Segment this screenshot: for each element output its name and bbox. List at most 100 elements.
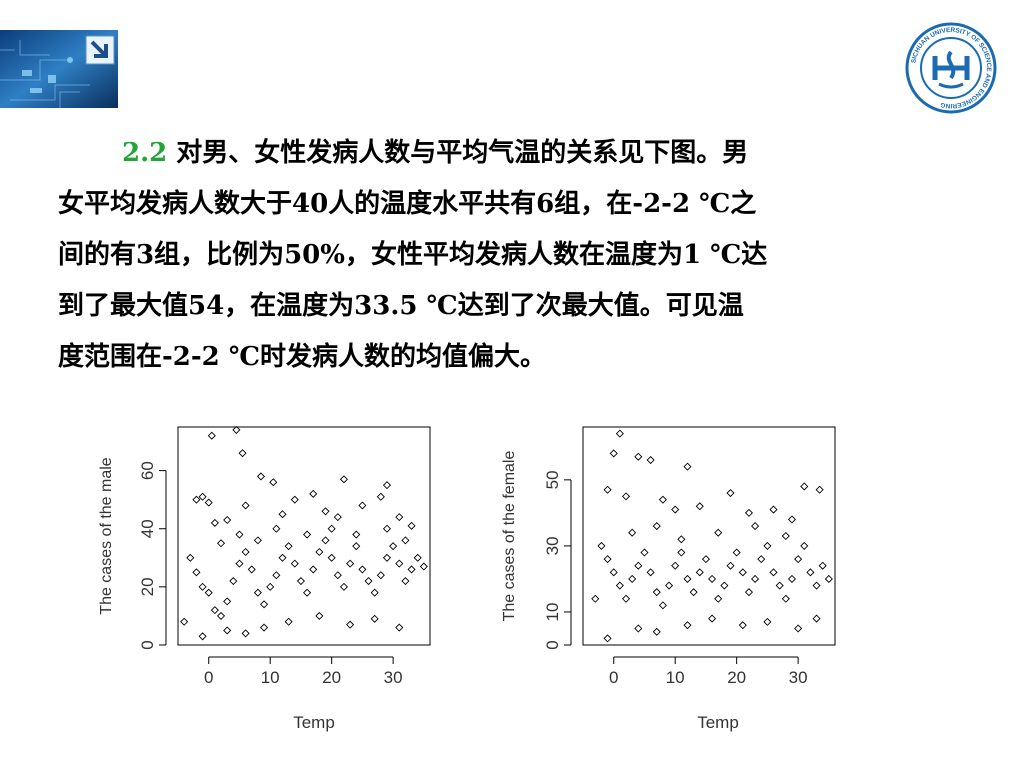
x-axis-label: Temp [293,713,335,732]
x-tick-label: 30 [384,668,403,687]
data-point [180,617,189,626]
data-point [235,559,244,568]
data-point [389,542,398,551]
data-point [238,449,247,458]
data-point [376,492,385,501]
data-point [204,498,213,507]
data-point [303,530,312,539]
data-point [824,574,833,583]
data-point [339,475,348,484]
data-point [640,548,649,557]
data-point [634,624,643,633]
data-point [198,632,207,641]
data-point [787,574,797,583]
data-point [652,627,661,636]
data-point [395,623,404,632]
corner-circuit-image [0,30,118,108]
paragraph-line-2: 女平均发病人数大于40人的温度水平共有6组，在-2-2 ℃之 [58,189,757,219]
data-point [701,555,710,564]
data-point [591,594,600,603]
data-point [763,617,772,626]
data-point [315,611,324,620]
data-point [419,562,428,571]
y-tick-label: 0 [138,640,157,649]
data-point [671,505,680,514]
y-tick-label: 60 [138,461,157,480]
data-point [198,492,207,501]
data-point [720,581,729,590]
data-point [609,449,618,458]
data-point [321,507,330,516]
data-point [794,555,803,564]
data-point [658,495,667,504]
data-point [327,553,336,562]
plot-frame [582,426,836,646]
data-point [812,581,821,590]
data-point [628,528,637,537]
x-tick-label: 0 [204,668,213,687]
data-point [714,594,723,603]
data-point [395,513,404,522]
paragraph-line-3: 间的有3组，比例为50%，女性平均发病人数在温度为1 ℃达 [58,240,768,270]
data-point [192,495,201,504]
data-point [229,577,238,586]
data-point [800,541,809,550]
paragraph-line-1: 2.2 对男、女性发病人数与平均气温的关系见下图。男 [58,128,958,179]
university-seal-logo: SICHUAN UNIVERSITY OF SCIENCE AND ENGINE… [905,22,997,114]
y-tick-label: 10 [543,603,562,622]
data-point [216,539,226,548]
data-point [634,452,643,461]
data-point [738,568,747,577]
data-point [794,624,803,633]
data-point [769,505,778,514]
data-point [370,588,379,597]
data-point [186,553,195,562]
data-point [781,594,790,603]
data-point [603,485,612,494]
section-number: 2.2 [122,138,168,168]
y-axis-label: The cases of the female [501,451,518,622]
data-point [382,481,392,490]
x-tick-label: 10 [666,668,685,687]
x-tick-label: 0 [609,668,618,687]
data-point [708,614,717,623]
data-point [266,582,275,591]
data-point [278,510,287,519]
data-point [726,561,735,570]
x-tick-label: 10 [261,668,280,687]
data-point [376,571,385,580]
y-tick-label: 40 [138,519,157,538]
y-tick-label: 0 [543,640,562,649]
data-point [223,597,232,606]
data-point [677,535,686,544]
data-point [634,561,643,570]
data-point [241,547,250,557]
data-point [333,513,342,522]
data-point [751,574,760,583]
female-scatter-chart: 0 10 20 30 0 10 30 50 The cases of the female T… [501,426,836,732]
data-point [315,547,324,557]
data-point [352,542,361,551]
x-tick-label: 20 [322,668,341,687]
data-point [407,565,416,574]
data-point [683,462,692,471]
data-point [812,614,821,623]
data-point [309,565,318,574]
data-point [241,501,250,510]
data-point [382,553,392,562]
data-point [284,617,293,626]
data-point [413,553,422,562]
data-point [652,522,661,531]
data-point [781,531,790,541]
paragraph: 2.2 对男、女性发病人数与平均气温的关系见下图。男 女平均发病人数大于40人的… [58,128,958,383]
y-axis-label: The cases of the male [98,457,115,615]
data-point [683,621,692,630]
data-point [597,541,606,550]
paragraph-line-5: 度范围在-2-2 ℃时发病人数的均值偏大。 [58,342,546,372]
y-tick-label: 50 [543,470,562,489]
data-point [210,606,219,615]
data-point [223,626,232,635]
data-point [216,611,226,620]
data-point [284,542,293,551]
data-point [677,548,686,557]
